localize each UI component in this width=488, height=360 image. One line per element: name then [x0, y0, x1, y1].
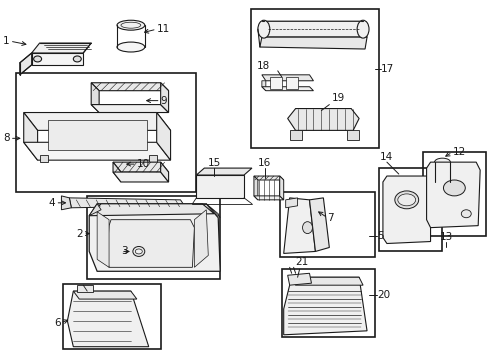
- Bar: [63, 284, 161, 349]
- Polygon shape: [24, 113, 170, 130]
- Polygon shape: [283, 277, 366, 335]
- Bar: [279, 192, 374, 257]
- Ellipse shape: [135, 249, 142, 254]
- Bar: [250, 9, 378, 148]
- Polygon shape: [196, 175, 244, 198]
- Bar: [285, 77, 297, 89]
- Polygon shape: [24, 113, 38, 160]
- Text: 15: 15: [207, 158, 221, 168]
- Polygon shape: [262, 81, 265, 91]
- Ellipse shape: [428, 193, 435, 199]
- Bar: [422, 152, 485, 235]
- Text: 3: 3: [121, 247, 127, 256]
- Polygon shape: [113, 162, 121, 182]
- Text: 19: 19: [331, 93, 344, 103]
- Polygon shape: [206, 204, 220, 218]
- Polygon shape: [161, 83, 168, 113]
- Polygon shape: [287, 109, 358, 130]
- Polygon shape: [262, 75, 313, 81]
- Polygon shape: [91, 105, 168, 113]
- Ellipse shape: [302, 222, 312, 234]
- Ellipse shape: [434, 158, 449, 166]
- Polygon shape: [287, 273, 311, 285]
- Polygon shape: [161, 162, 168, 182]
- Ellipse shape: [443, 180, 464, 196]
- Polygon shape: [97, 212, 109, 267]
- Polygon shape: [291, 277, 362, 285]
- Polygon shape: [32, 43, 91, 53]
- Polygon shape: [91, 83, 168, 91]
- Polygon shape: [91, 83, 99, 113]
- Polygon shape: [253, 176, 257, 200]
- Bar: [87, 196, 220, 279]
- Polygon shape: [259, 37, 366, 49]
- Text: 7: 7: [326, 213, 333, 223]
- Polygon shape: [67, 291, 148, 347]
- Polygon shape: [289, 130, 301, 140]
- Polygon shape: [253, 196, 283, 200]
- Polygon shape: [148, 155, 156, 162]
- Polygon shape: [262, 21, 366, 37]
- Polygon shape: [89, 204, 220, 271]
- Ellipse shape: [434, 178, 449, 186]
- Bar: [16, 73, 196, 192]
- Polygon shape: [253, 176, 283, 180]
- Polygon shape: [24, 142, 170, 160]
- Ellipse shape: [460, 210, 470, 218]
- Text: 18: 18: [256, 61, 269, 71]
- Polygon shape: [196, 168, 251, 175]
- Ellipse shape: [257, 20, 269, 38]
- Text: 5: 5: [376, 230, 383, 240]
- Text: 8: 8: [3, 133, 10, 143]
- Polygon shape: [32, 53, 83, 65]
- Text: 21: 21: [295, 257, 308, 267]
- Polygon shape: [382, 176, 429, 243]
- Text: 9: 9: [161, 96, 167, 105]
- Text: 4: 4: [49, 198, 55, 208]
- Polygon shape: [61, 196, 71, 210]
- Bar: [47, 121, 146, 150]
- Text: 14: 14: [380, 152, 393, 162]
- Text: 13: 13: [439, 231, 452, 242]
- Bar: [378, 168, 442, 251]
- Polygon shape: [346, 130, 358, 140]
- Ellipse shape: [394, 191, 418, 209]
- Text: 10: 10: [137, 159, 150, 169]
- Text: 2: 2: [77, 229, 83, 239]
- Text: 16: 16: [258, 158, 271, 168]
- Polygon shape: [283, 198, 315, 253]
- Ellipse shape: [397, 194, 415, 206]
- Bar: [281, 269, 374, 337]
- Ellipse shape: [356, 20, 368, 38]
- Polygon shape: [107, 220, 194, 267]
- Polygon shape: [20, 53, 32, 75]
- Ellipse shape: [117, 42, 144, 52]
- Ellipse shape: [133, 247, 144, 256]
- Polygon shape: [77, 285, 93, 292]
- Text: 20: 20: [376, 290, 389, 300]
- Text: 6: 6: [54, 318, 61, 328]
- Polygon shape: [309, 198, 328, 251]
- Text: 11: 11: [156, 24, 170, 34]
- Polygon shape: [89, 204, 214, 216]
- Polygon shape: [279, 176, 283, 200]
- Polygon shape: [194, 210, 208, 267]
- Ellipse shape: [73, 56, 81, 62]
- Polygon shape: [426, 162, 479, 228]
- Polygon shape: [69, 198, 184, 208]
- Text: 1: 1: [3, 36, 10, 46]
- Ellipse shape: [117, 20, 144, 30]
- Polygon shape: [113, 162, 168, 172]
- Polygon shape: [262, 87, 313, 91]
- Text: 12: 12: [451, 147, 465, 157]
- Polygon shape: [285, 198, 297, 208]
- Polygon shape: [73, 291, 137, 299]
- Polygon shape: [40, 155, 47, 162]
- Bar: [269, 77, 281, 89]
- Polygon shape: [156, 113, 170, 160]
- Ellipse shape: [34, 56, 41, 62]
- Polygon shape: [89, 204, 101, 216]
- Polygon shape: [113, 172, 168, 182]
- Text: 17: 17: [380, 64, 393, 74]
